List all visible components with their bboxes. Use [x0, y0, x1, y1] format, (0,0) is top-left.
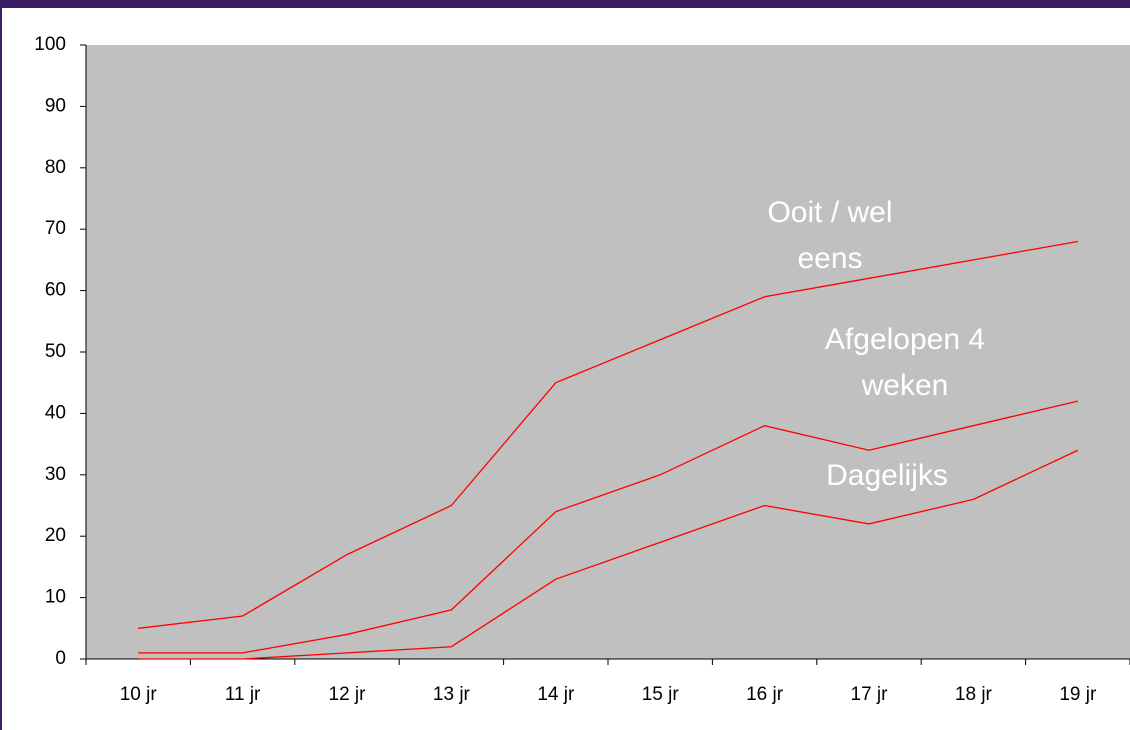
x-tick-label: 14 jr	[537, 684, 575, 705]
series-annotation: Dagelijks	[826, 459, 948, 492]
x-tick-label: 16 jr	[746, 684, 784, 705]
y-tick-label: 80	[45, 157, 66, 178]
x-tick-label: 13 jr	[433, 684, 471, 705]
x-tick-label: 11 jr	[225, 684, 261, 705]
y-tick-label: 0	[55, 648, 66, 669]
y-tick-label: 20	[45, 525, 66, 546]
frame-left	[0, 0, 2, 730]
y-tick-label: 10	[45, 587, 66, 608]
series-line	[138, 240, 1078, 629]
plot-area	[86, 45, 1130, 659]
y-tick-label: 50	[45, 341, 66, 362]
x-tick-label: 10 jr	[120, 684, 158, 705]
series-line	[138, 400, 1078, 654]
frame-top	[0, 0, 1130, 8]
y-tick-label: 30	[45, 464, 66, 485]
series-annotation: Afgelopen 4	[825, 323, 985, 356]
series-annotation: weken	[861, 369, 949, 402]
x-tick-label: 12 jr	[329, 684, 367, 705]
x-tick-label: 19 jr	[1059, 684, 1097, 705]
x-tick-label: 15 jr	[642, 684, 680, 705]
y-tick-label: 90	[45, 95, 66, 116]
x-tick-label: 18 jr	[955, 684, 993, 705]
y-tick-label: 40	[45, 402, 66, 423]
y-tick-label: 70	[45, 218, 66, 239]
series-annotation: eens	[797, 242, 862, 275]
x-tick-label: 17 jr	[851, 684, 889, 705]
y-tick-label: 60	[45, 280, 66, 301]
series-line	[138, 449, 1079, 660]
series-annotation: Ooit / wel	[767, 196, 892, 229]
y-tick-label: 100	[34, 34, 66, 55]
